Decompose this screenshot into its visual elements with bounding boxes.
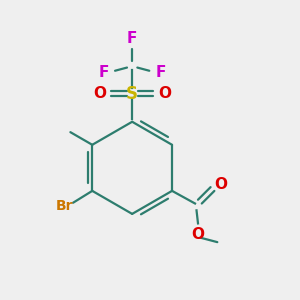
Text: O: O bbox=[191, 226, 205, 242]
Text: S: S bbox=[126, 85, 138, 103]
Text: O: O bbox=[93, 86, 106, 101]
Text: Br: Br bbox=[56, 199, 73, 213]
Text: F: F bbox=[127, 31, 137, 46]
Text: O: O bbox=[215, 177, 228, 192]
Text: F: F bbox=[156, 64, 166, 80]
Text: O: O bbox=[158, 86, 171, 101]
Text: F: F bbox=[98, 64, 109, 80]
